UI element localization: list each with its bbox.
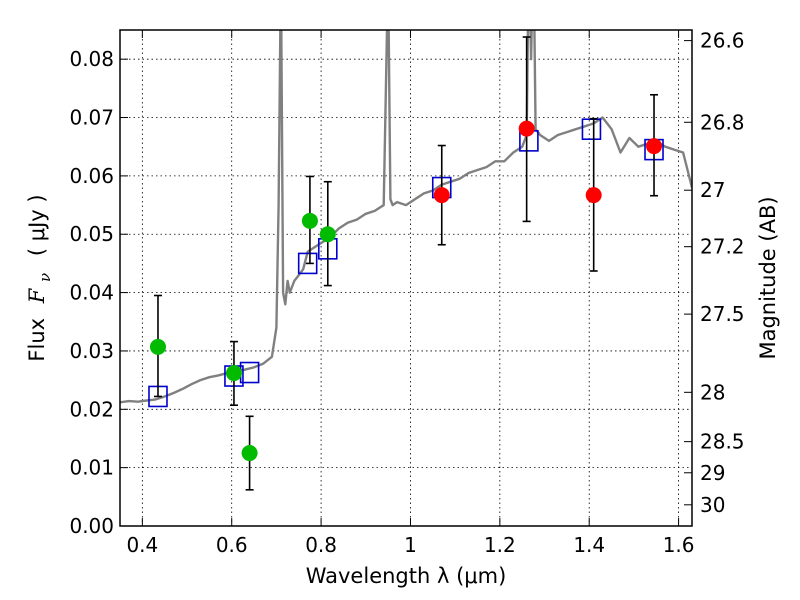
x-tick-label: 1	[404, 533, 417, 557]
y-axis-label-subscript: ν	[36, 273, 54, 282]
y-tick-label: 0.07	[69, 106, 114, 130]
y-tick-label: 0.01	[69, 456, 114, 480]
y-tick-label: 0.00	[69, 514, 114, 538]
x-tick-label: 1.4	[573, 533, 605, 557]
red-point	[518, 120, 535, 137]
x-tick-label: 0.4	[126, 533, 158, 557]
x-axis-label: Wavelength λ (μm)	[306, 564, 507, 588]
mag-tick-label: 28.5	[700, 430, 745, 454]
model-square	[297, 252, 318, 275]
green-point	[301, 212, 318, 229]
green-point	[241, 445, 258, 462]
y-tick-label: 0.02	[69, 397, 114, 421]
x-tick-label: 0.6	[216, 533, 248, 557]
x-tick-label: 0.8	[305, 533, 337, 557]
x-tick-label: 1.2	[484, 533, 516, 557]
red-point	[646, 138, 663, 155]
red-point	[585, 187, 602, 204]
y-tick-label: 0.03	[69, 339, 114, 363]
y-tick-label: 0.05	[69, 222, 114, 246]
mag-tick-label: 28	[700, 380, 725, 404]
mag-tick-label: 26.8	[700, 110, 745, 134]
spectrum-line	[120, 30, 692, 404]
y-tick-label: 0.04	[69, 281, 114, 305]
y-axis-label-unit: ( μJy )	[25, 194, 49, 256]
y-tick-label: 0.06	[69, 164, 114, 188]
axis-ticks: 0.4 0.6 0.8 1 1.2 1.4 1.6 0.00 0.01 0.02 0.03 0.04 0…	[69, 29, 744, 557]
green-point	[225, 365, 242, 382]
x-tick-label: 1.6	[663, 533, 695, 557]
mag-tick-label: 27	[700, 178, 725, 202]
y-axis-label-symbol: F	[25, 287, 49, 304]
y2-axis-label: Magnitude (AB)	[756, 196, 780, 359]
y-axis-label: Flux F ν ( μJy )	[25, 194, 55, 361]
green-point	[149, 338, 166, 355]
plot-frame	[119, 29, 693, 527]
grid	[120, 30, 692, 527]
mag-tick-label: 30	[700, 493, 725, 517]
plot-area	[120, 30, 692, 491]
green-point	[319, 226, 336, 243]
mag-tick-label: 27.2	[700, 235, 745, 259]
red-point	[433, 187, 450, 204]
model-square	[581, 118, 602, 140]
y-tick-label: 0.08	[69, 47, 114, 71]
y-axis-label-prefix: Flux	[25, 318, 49, 362]
mag-tick-label: 29	[700, 461, 725, 485]
mag-tick-label: 27.5	[700, 302, 745, 326]
mag-tick-label: 26.6	[700, 29, 745, 53]
